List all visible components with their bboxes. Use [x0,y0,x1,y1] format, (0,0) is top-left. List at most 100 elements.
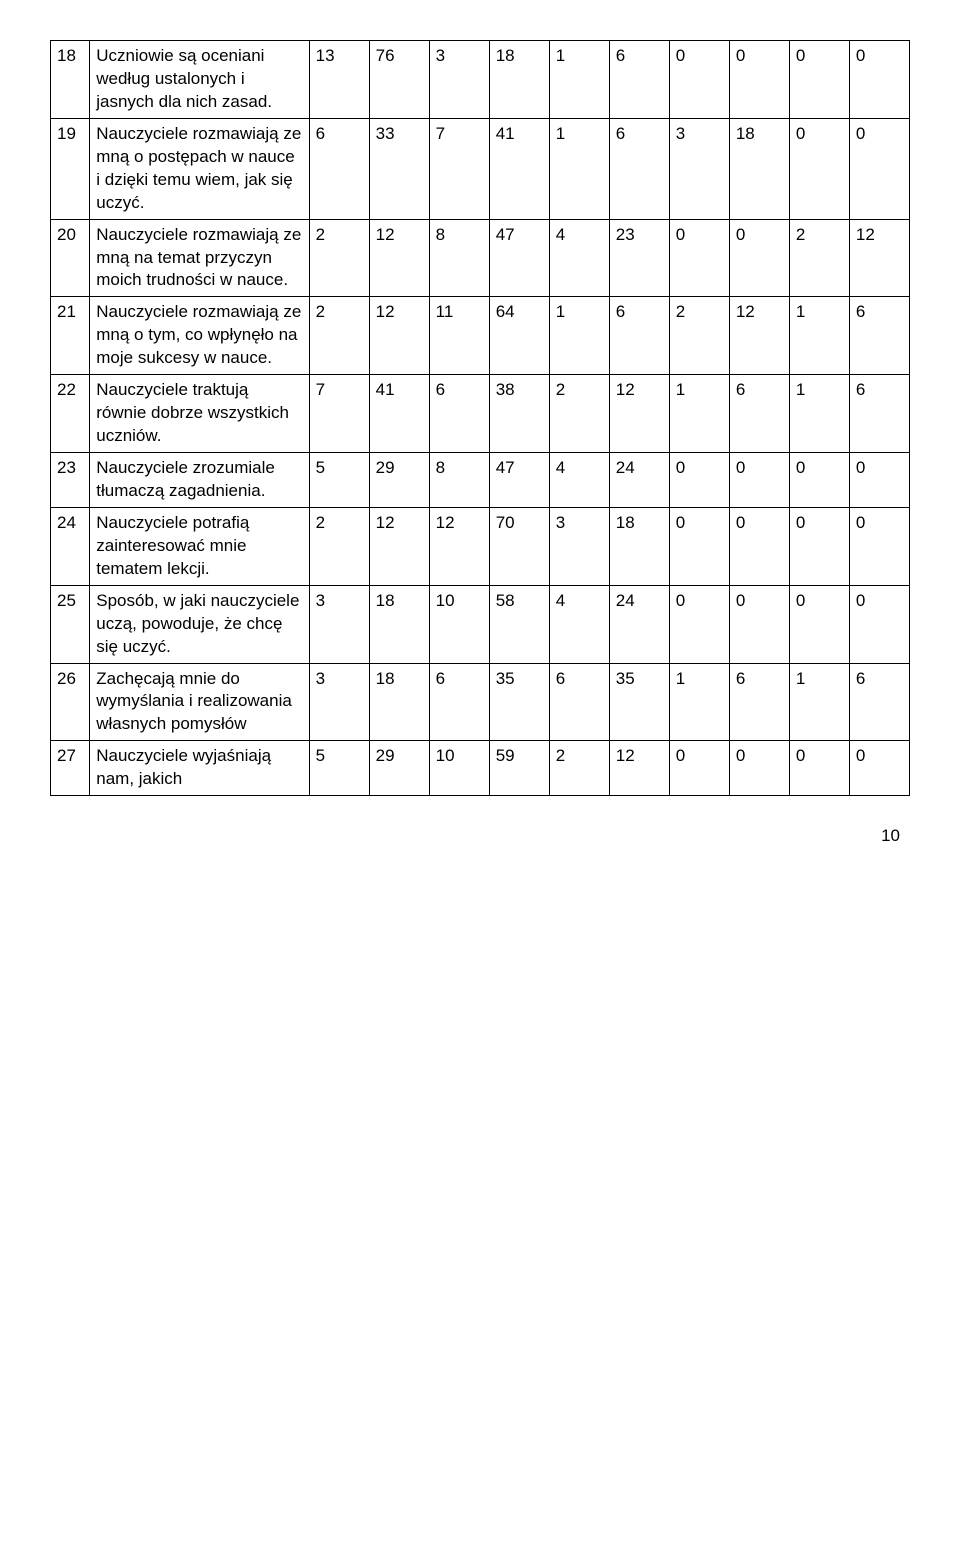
data-cell: 6 [309,118,369,219]
data-cell: 6 [609,118,669,219]
row-number: 27 [51,741,90,796]
row-number: 20 [51,219,90,297]
data-cell: 18 [489,41,549,119]
data-cell: 12 [849,219,909,297]
data-cell: 18 [729,118,789,219]
data-cell: 3 [429,41,489,119]
table-row: 21Nauczyciele rozmawiają ze mną o tym, c… [51,297,910,375]
data-cell: 18 [369,663,429,741]
data-cell: 24 [609,585,669,663]
data-cell: 6 [609,41,669,119]
data-cell: 3 [549,507,609,585]
data-cell: 0 [789,741,849,796]
data-cell: 38 [489,375,549,453]
data-cell: 10 [429,741,489,796]
row-description: Nauczyciele potrafią zainteresować mnie … [90,507,309,585]
data-cell: 35 [609,663,669,741]
table-row: 25Sposób, w jaki nauczyciele uczą, powod… [51,585,910,663]
data-cell: 12 [429,507,489,585]
data-cell: 8 [429,453,489,508]
data-cell: 8 [429,219,489,297]
row-description: Uczniowie są oceniani według ustalonych … [90,41,309,119]
data-cell: 29 [369,453,429,508]
table-row: 22Nauczyciele traktują równie dobrze wsz… [51,375,910,453]
data-cell: 0 [729,507,789,585]
data-cell: 12 [369,219,429,297]
row-number: 25 [51,585,90,663]
row-number: 18 [51,41,90,119]
data-cell: 0 [669,41,729,119]
data-cell: 4 [549,585,609,663]
data-cell: 2 [549,741,609,796]
data-cell: 6 [729,375,789,453]
data-cell: 1 [669,375,729,453]
row-description: Nauczyciele traktują równie dobrze wszys… [90,375,309,453]
data-cell: 70 [489,507,549,585]
data-cell: 33 [369,118,429,219]
data-cell: 5 [309,741,369,796]
data-cell: 7 [309,375,369,453]
data-cell: 0 [729,741,789,796]
data-cell: 10 [429,585,489,663]
table-row: 24Nauczyciele potrafią zainteresować mni… [51,507,910,585]
data-cell: 0 [789,453,849,508]
data-cell: 0 [849,453,909,508]
data-cell: 29 [369,741,429,796]
data-cell: 6 [849,375,909,453]
table-row: 27Nauczyciele wyjaśniają nam, jakich5291… [51,741,910,796]
row-description: Nauczyciele zrozumiale tłumaczą zagadnie… [90,453,309,508]
data-cell: 0 [849,741,909,796]
data-cell: 0 [789,41,849,119]
data-cell: 0 [849,41,909,119]
data-cell: 4 [549,219,609,297]
data-cell: 1 [549,118,609,219]
data-cell: 0 [789,507,849,585]
data-cell: 1 [789,297,849,375]
row-number: 21 [51,297,90,375]
data-cell: 59 [489,741,549,796]
data-cell: 2 [789,219,849,297]
table-row: 18Uczniowie są oceniani według ustalonyc… [51,41,910,119]
data-cell: 0 [669,741,729,796]
row-number: 26 [51,663,90,741]
data-cell: 1 [669,663,729,741]
data-cell: 12 [369,297,429,375]
data-cell: 47 [489,453,549,508]
data-cell: 58 [489,585,549,663]
data-cell: 4 [549,453,609,508]
data-cell: 3 [309,585,369,663]
data-cell: 0 [669,507,729,585]
data-cell: 0 [729,585,789,663]
data-cell: 0 [669,453,729,508]
data-cell: 76 [369,41,429,119]
data-cell: 6 [729,663,789,741]
row-description: Zachęcają mnie do wymyślania i realizowa… [90,663,309,741]
row-description: Sposób, w jaki nauczyciele uczą, powoduj… [90,585,309,663]
data-cell: 47 [489,219,549,297]
data-cell: 64 [489,297,549,375]
data-cell: 0 [729,41,789,119]
data-cell: 3 [309,663,369,741]
data-cell: 13 [309,41,369,119]
data-cell: 12 [729,297,789,375]
data-cell: 6 [849,663,909,741]
data-cell: 0 [669,585,729,663]
data-cell: 18 [609,507,669,585]
row-number: 23 [51,453,90,508]
data-cell: 1 [789,375,849,453]
data-cell: 12 [609,741,669,796]
row-number: 22 [51,375,90,453]
data-cell: 23 [609,219,669,297]
data-cell: 41 [369,375,429,453]
table-row: 26Zachęcają mnie do wymyślania i realizo… [51,663,910,741]
data-cell: 5 [309,453,369,508]
data-cell: 1 [549,297,609,375]
row-description: Nauczyciele rozmawiają ze mną o postępac… [90,118,309,219]
data-cell: 7 [429,118,489,219]
data-cell: 6 [429,375,489,453]
row-description: Nauczyciele wyjaśniają nam, jakich [90,741,309,796]
data-cell: 0 [849,118,909,219]
data-cell: 12 [369,507,429,585]
data-cell: 0 [669,219,729,297]
data-cell: 1 [549,41,609,119]
